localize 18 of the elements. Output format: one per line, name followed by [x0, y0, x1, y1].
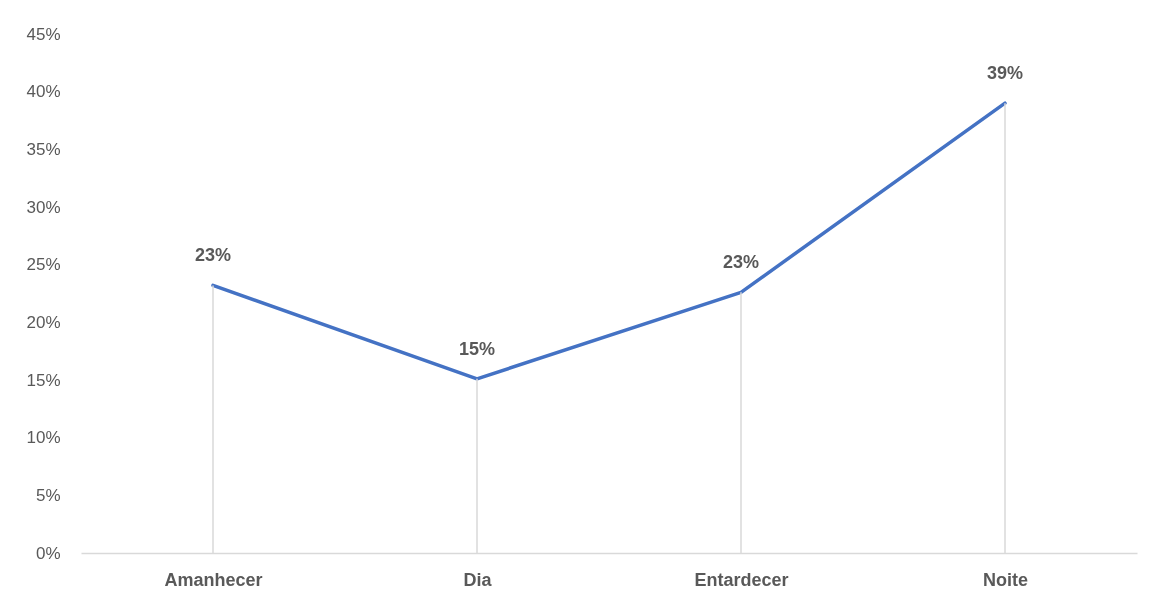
y-tick-label: 15%	[26, 370, 61, 390]
x-tick-label: Amanhecer	[164, 569, 263, 590]
y-tick-label: 10%	[26, 428, 61, 448]
y-tick-label: 25%	[26, 255, 61, 275]
x-tick-label: Noite	[983, 569, 1028, 590]
y-tick-label: 35%	[26, 139, 61, 159]
y-tick-label: 0%	[35, 543, 61, 563]
data-label: 23%	[194, 245, 232, 266]
y-tick-label: 5%	[35, 485, 61, 505]
x-tick-label: Entardecer	[694, 569, 789, 590]
data-label: 39%	[986, 63, 1024, 84]
data-label: 23%	[722, 252, 760, 273]
y-tick-label: 45%	[26, 24, 61, 44]
y-tick-label: 20%	[26, 312, 61, 332]
data-label: 15%	[458, 338, 496, 359]
y-tick-label: 30%	[26, 197, 61, 217]
x-tick-label: Dia	[463, 569, 493, 590]
y-tick-label: 40%	[26, 82, 61, 102]
